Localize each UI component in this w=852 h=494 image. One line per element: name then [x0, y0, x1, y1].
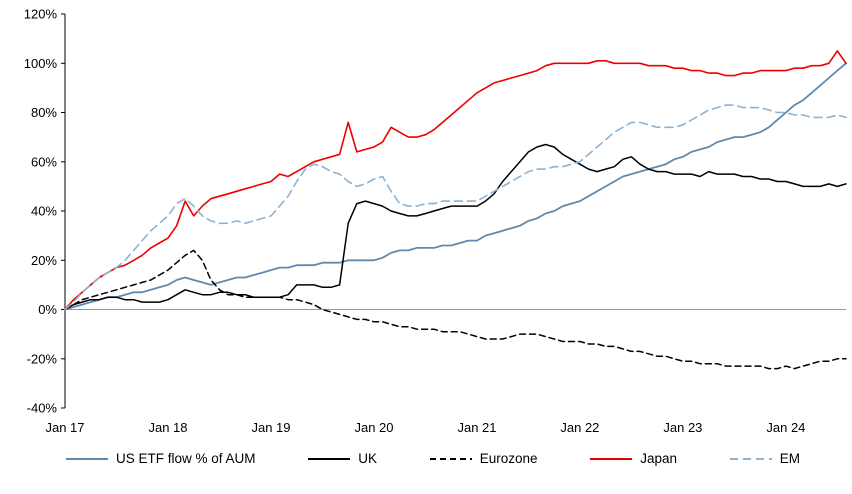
- x-tick-label: Jan 22: [560, 420, 599, 435]
- series-line-em: [64, 104, 847, 311]
- legend-line-sample-uk: [308, 457, 351, 460]
- x-tick-label: Jan 23: [663, 420, 702, 435]
- chart-canvas: 120% 100% 80% 60% 40% 20% 0% -20% -40% Jan 17 Jan …: [24, 7, 847, 435]
- x-tick-label: Jan 18: [148, 420, 187, 435]
- legend-item-em: EM: [729, 451, 800, 466]
- chart-legend: US ETF flow % of AUM UK Eurozone Japan EM: [0, 451, 852, 466]
- legend-line-sample-japan: [590, 457, 633, 460]
- series-line-us-etf-flow-of-aum: [64, 62, 847, 311]
- y-tick-label: 100%: [24, 56, 58, 71]
- legend-line-sample-us-etf-flow-of-aum: [66, 457, 108, 460]
- y-tick-label: 120%: [24, 7, 58, 22]
- y-tick-label: 60%: [31, 154, 57, 169]
- series-line-uk: [64, 143, 847, 311]
- legend-item-us-etf-flow-of-aum: US ETF flow % of AUM: [66, 451, 256, 466]
- y-tick-label: 40%: [31, 204, 57, 219]
- legend-label: UK: [358, 451, 377, 466]
- y-tick-label: 0%: [38, 302, 57, 317]
- legend-line-sample-em: [729, 457, 772, 460]
- series-line-eurozone: [64, 249, 847, 370]
- legend-item-uk: UK: [308, 451, 377, 466]
- x-tick-label: Jan 24: [766, 420, 805, 435]
- legend-item-eurozone: Eurozone: [429, 451, 538, 466]
- legend-label: EM: [779, 451, 800, 466]
- x-tick-label: Jan 19: [251, 420, 290, 435]
- x-tick-label: Jan 21: [457, 420, 496, 435]
- y-tick-label: 20%: [31, 253, 57, 268]
- legend-label: Japan: [640, 451, 677, 466]
- legend-label: US ETF flow % of AUM: [116, 451, 256, 466]
- series-line-japan: [64, 50, 847, 311]
- y-tick-label: 80%: [31, 105, 57, 120]
- legend-label: Eurozone: [479, 451, 538, 466]
- legend-line-sample-eurozone: [429, 457, 472, 460]
- x-tick-label: Jan 17: [45, 420, 84, 435]
- y-tick-label: -20%: [27, 351, 58, 366]
- y-tick-label: -40%: [27, 401, 58, 416]
- legend-item-japan: Japan: [590, 451, 677, 466]
- x-tick-label: Jan 20: [354, 420, 393, 435]
